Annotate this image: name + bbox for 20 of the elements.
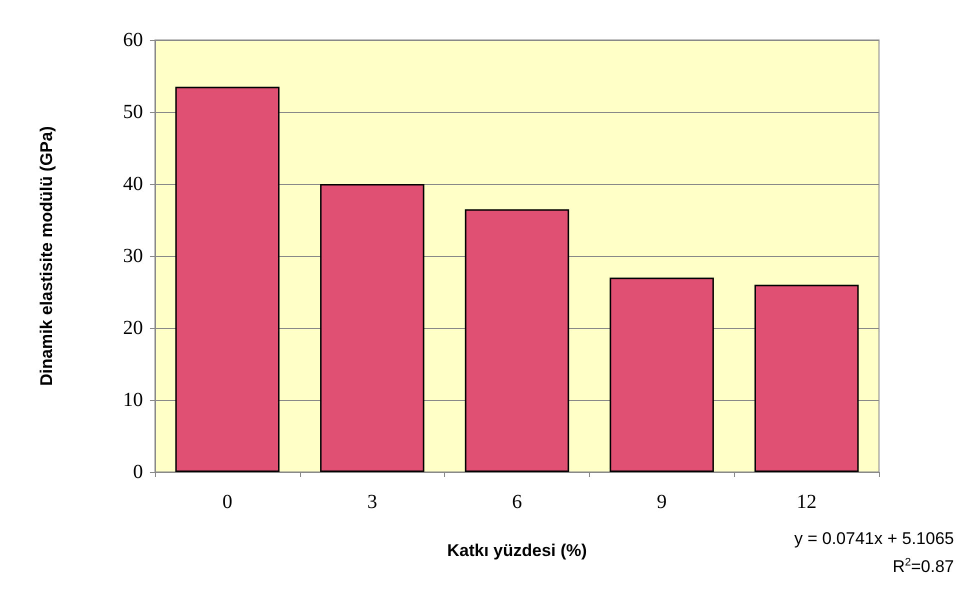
bar: [610, 278, 714, 472]
x-tick-label: 9: [656, 491, 667, 513]
y-tick-label: 60: [123, 29, 143, 51]
text: y = 0.0741x + 5.1065: [794, 529, 954, 548]
y-axis-title: Dinamik elastisite modülü (GPa): [37, 126, 56, 386]
y-tick-label: 50: [123, 101, 143, 123]
y-tick-label: 40: [123, 173, 143, 195]
y-tick-label: 20: [123, 317, 143, 339]
x-tick-label: 0: [222, 491, 232, 513]
x-axis-title: Katkı yüzdesi (%): [447, 541, 587, 560]
x-tick-label: 3: [367, 491, 378, 513]
bar: [320, 184, 424, 472]
bar: [464, 209, 570, 472]
x-tick-label: 6: [512, 491, 522, 513]
y-tick-label: 30: [123, 245, 143, 267]
y-tick-label: 10: [123, 389, 143, 411]
x-tick-label: 12: [796, 491, 817, 513]
bar: [754, 284, 859, 472]
y-tick-label: 0: [133, 461, 143, 483]
bar: [175, 86, 280, 472]
